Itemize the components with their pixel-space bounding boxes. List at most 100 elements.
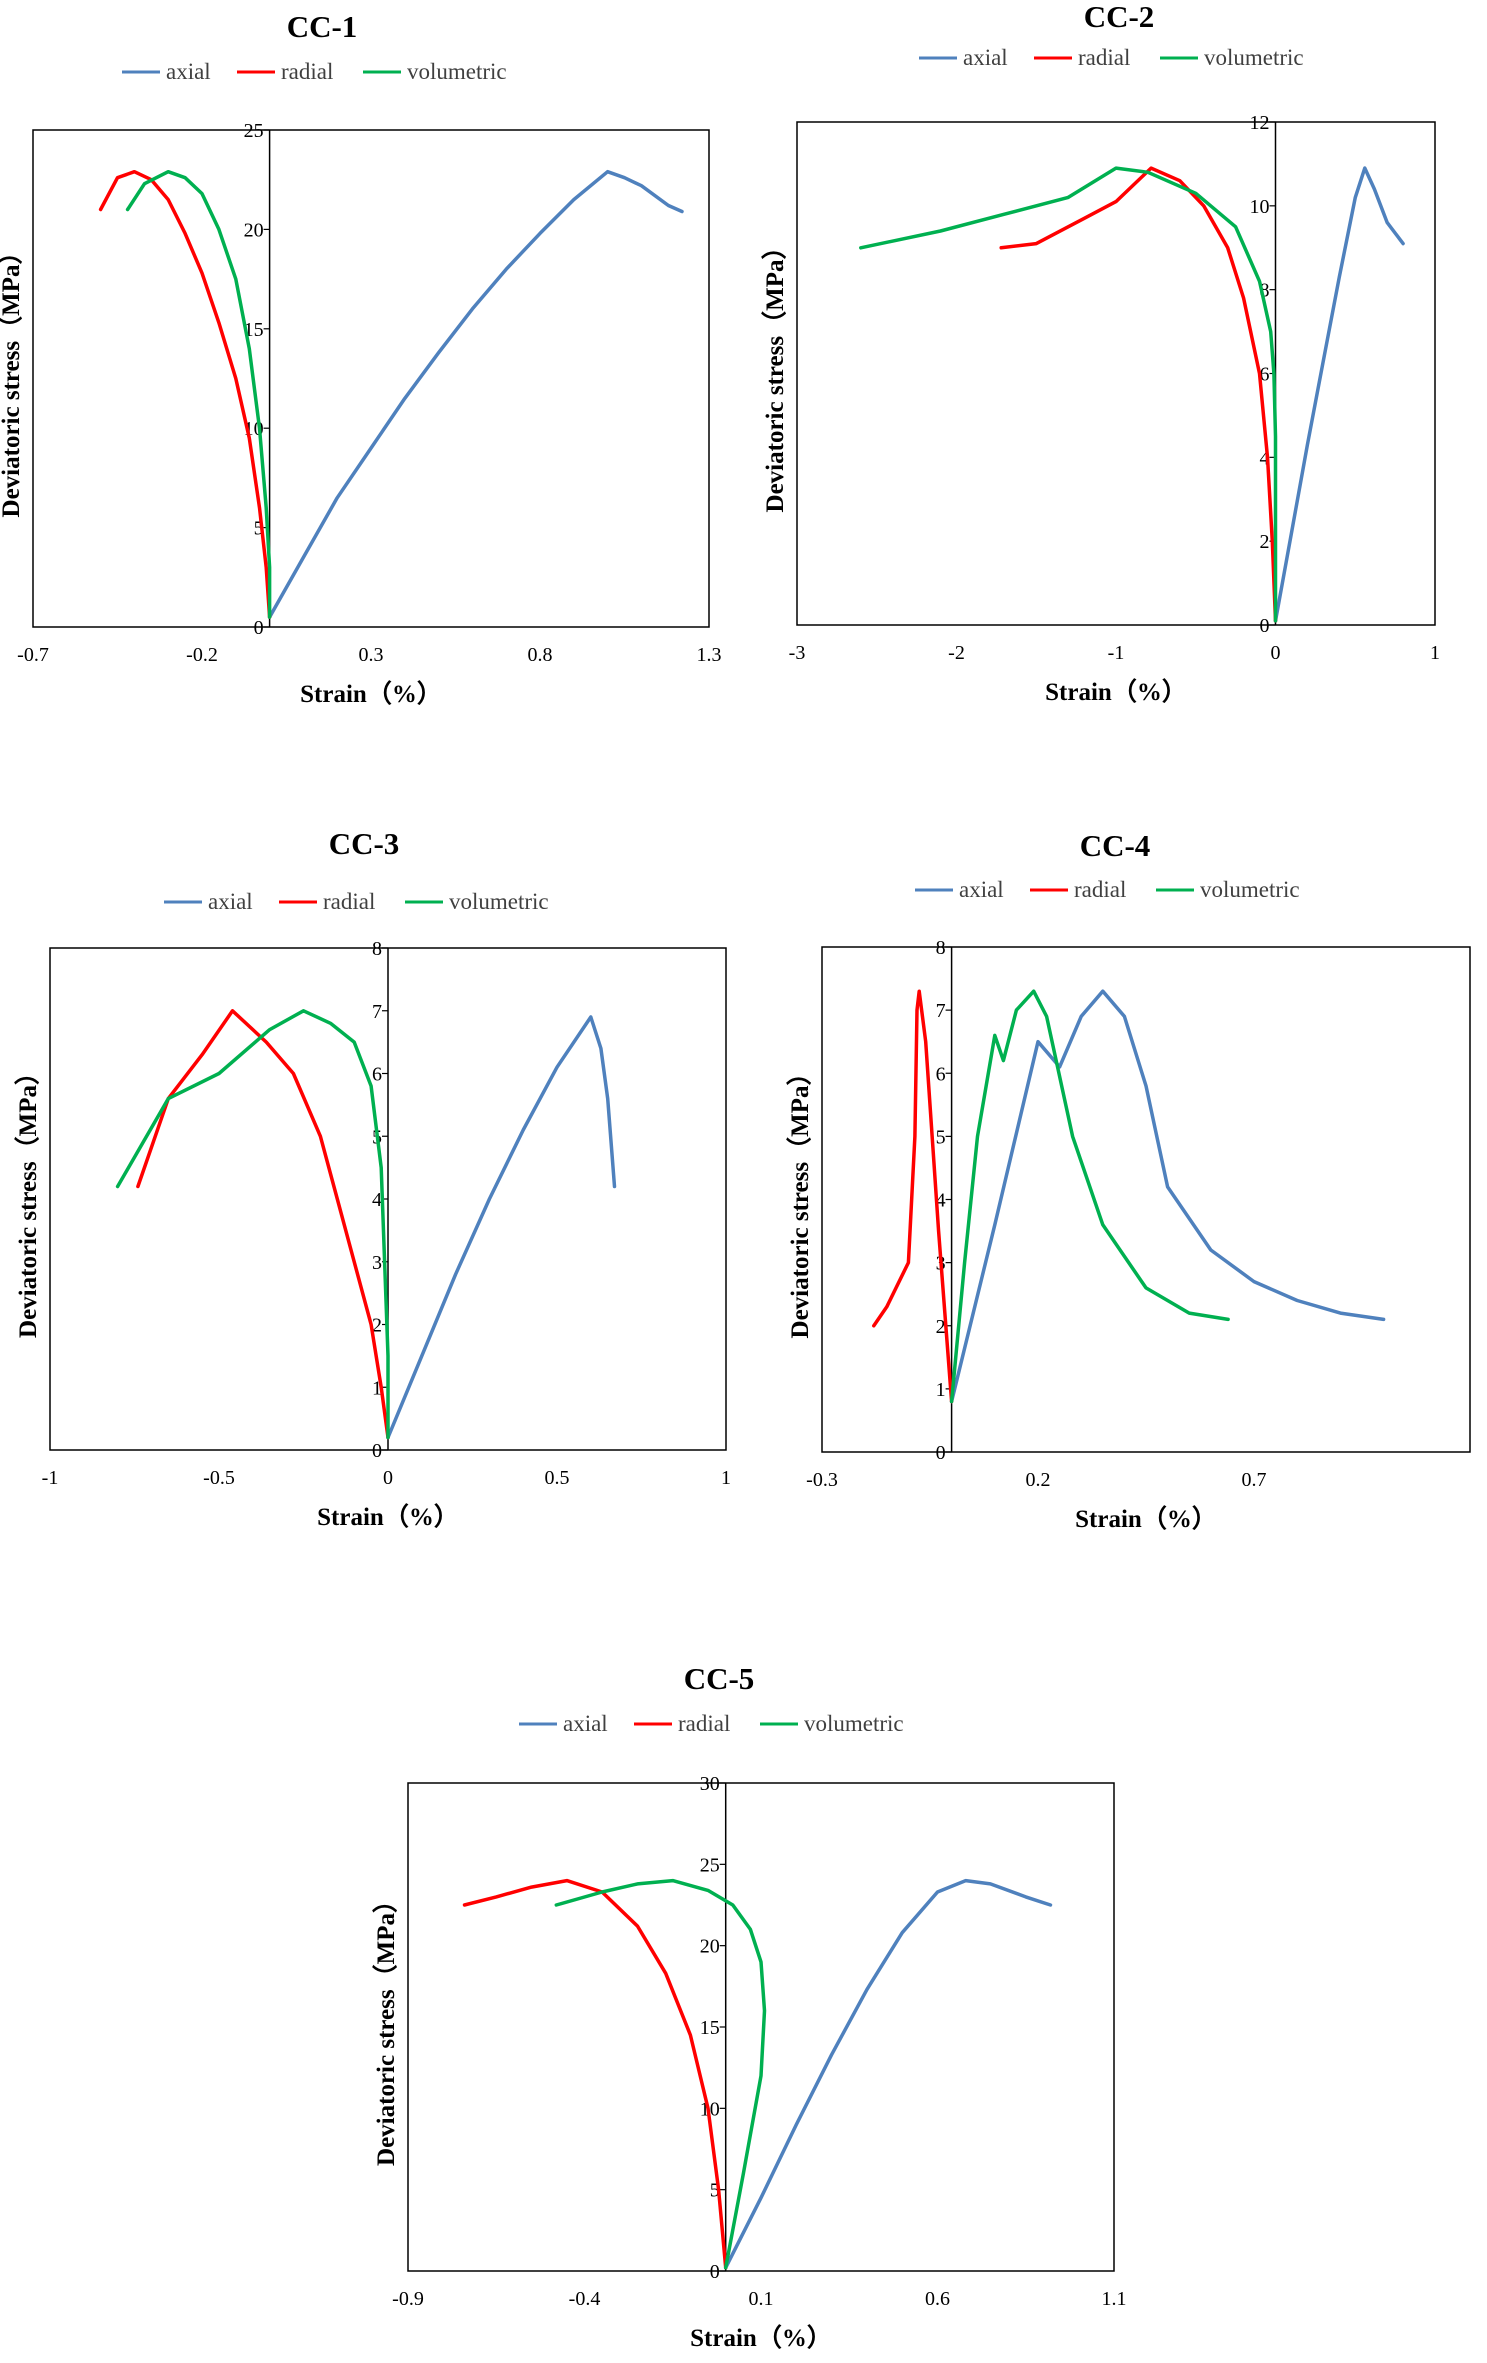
- y-tick-label: 4: [936, 1190, 946, 1212]
- y-tick-label: 1: [936, 1379, 946, 1401]
- y-tick-label: 8: [1260, 280, 1270, 302]
- x-tick-label: 0: [1271, 642, 1281, 664]
- plot-frame: [407, 1782, 1115, 2272]
- y-tick-label: 10: [1250, 196, 1270, 218]
- y-axis-label: Deviatoric stress（MPa）: [13, 1060, 42, 1338]
- x-tick-label: 0.8: [528, 644, 553, 666]
- y-axis-label: Deviatoric stress（MPa）: [760, 235, 789, 513]
- plot-frame: [796, 121, 1436, 626]
- legend-label-volumetric: volumetric: [1200, 877, 1300, 902]
- y-tick-label: 15: [244, 319, 264, 341]
- y-tick-label: 12: [1250, 112, 1270, 134]
- y-tick-label: 6: [372, 1064, 382, 1086]
- legend-label-axial: axial: [959, 877, 1004, 902]
- y-tick-label: 2: [936, 1316, 946, 1338]
- y-tick-label: 5: [710, 2180, 720, 2202]
- series-line-radial: [462, 1878, 728, 2270]
- x-axis-label: Strain（%）: [317, 1502, 459, 1531]
- y-tick-label: 0: [254, 617, 264, 639]
- x-tick-label: 0.2: [1026, 1469, 1051, 1491]
- y-tick-label: 6: [1260, 364, 1270, 386]
- legend-label-volumetric: volumetric: [804, 1711, 904, 1736]
- y-tick-label: 8: [372, 938, 382, 960]
- legend-label-axial: axial: [963, 45, 1008, 70]
- x-axis-label: Strain（%）: [1075, 1504, 1217, 1533]
- y-tick-label: 1: [372, 1377, 382, 1399]
- y-tick-label: 30: [700, 1773, 720, 1795]
- x-tick-label: -1: [1108, 642, 1125, 664]
- chart-title: CC-5: [684, 1661, 755, 1696]
- y-tick-label: 20: [700, 1936, 720, 1958]
- series-line-volumetric: [949, 989, 1230, 1404]
- y-tick-label: 25: [700, 1854, 720, 1876]
- legend-label-radial: radial: [678, 1711, 730, 1736]
- y-tick-label: 2: [372, 1315, 382, 1337]
- y-axis-label: Deviatoric stress（MPa）: [785, 1061, 814, 1339]
- x-tick-label: -0.7: [17, 644, 49, 666]
- legend-label-axial: axial: [563, 1711, 608, 1736]
- y-tick-label: 7: [372, 1001, 382, 1023]
- x-tick-label: 1: [721, 1467, 731, 1489]
- legend-label-volumetric: volumetric: [449, 889, 549, 914]
- y-tick-label: 4: [372, 1189, 382, 1211]
- series-line-axial: [386, 1015, 617, 1440]
- y-tick-label: 5: [254, 518, 264, 540]
- x-tick-label: -0.5: [203, 1467, 235, 1489]
- legend-label-axial: axial: [166, 59, 211, 84]
- legend-label-radial: radial: [1074, 877, 1126, 902]
- legend-label-radial: radial: [1078, 45, 1130, 70]
- x-tick-label: 0.1: [749, 2288, 774, 2310]
- x-tick-label: 1.1: [1102, 2288, 1127, 2310]
- series-line-axial: [267, 169, 684, 619]
- y-tick-label: 25: [244, 120, 264, 142]
- plot-frame: [32, 129, 710, 628]
- series-line-axial: [1273, 166, 1405, 623]
- series-line-radial: [98, 169, 272, 619]
- legend-label-volumetric: volumetric: [1204, 45, 1304, 70]
- series-line-volumetric: [554, 1878, 767, 2270]
- plot-frame: [821, 946, 1471, 1453]
- y-axis-label: Deviatoric stress（MPa）: [0, 240, 25, 518]
- x-tick-label: -0.4: [569, 2288, 601, 2310]
- x-axis-label: Strain（%）: [300, 679, 442, 708]
- legend-label-radial: radial: [281, 59, 333, 84]
- series-line-volumetric: [115, 1009, 390, 1440]
- y-tick-label: 20: [244, 219, 264, 241]
- y-tick-label: 0: [1260, 615, 1270, 637]
- series-line-axial: [723, 1878, 1053, 2270]
- y-tick-label: 0: [710, 2261, 720, 2283]
- chart-title: CC-4: [1080, 828, 1151, 863]
- y-axis-label: Deviatoric stress（MPa）: [371, 1888, 400, 2166]
- x-axis-label: Strain（%）: [690, 2323, 832, 2352]
- y-tick-label: 0: [936, 1442, 946, 1464]
- y-tick-label: 2: [1260, 531, 1270, 553]
- chart-title: CC-3: [329, 826, 400, 861]
- series-line-volumetric: [125, 169, 272, 619]
- series-line-radial: [136, 1009, 390, 1440]
- series-line-radial: [999, 166, 1278, 623]
- y-tick-label: 5: [936, 1126, 946, 1148]
- y-tick-label: 8: [936, 937, 946, 959]
- series-line-radial: [872, 989, 954, 1404]
- x-axis-label: Strain（%）: [1045, 677, 1187, 706]
- x-tick-label: -2: [948, 642, 965, 664]
- x-tick-label: -1: [42, 1467, 59, 1489]
- y-tick-label: 0: [372, 1440, 382, 1462]
- legend-label-volumetric: volumetric: [407, 59, 507, 84]
- x-tick-label: -0.9: [392, 2288, 424, 2310]
- x-tick-label: -3: [789, 642, 806, 664]
- series-line-axial: [949, 989, 1386, 1404]
- y-tick-label: 4: [1260, 447, 1270, 469]
- x-tick-label: 0.5: [545, 1467, 570, 1489]
- x-tick-label: 0.7: [1242, 1469, 1267, 1491]
- series-line-volumetric: [859, 166, 1278, 623]
- x-tick-label: 0.6: [925, 2288, 950, 2310]
- x-tick-label: -0.2: [186, 644, 218, 666]
- y-tick-label: 6: [936, 1063, 946, 1085]
- x-tick-label: 0.3: [359, 644, 384, 666]
